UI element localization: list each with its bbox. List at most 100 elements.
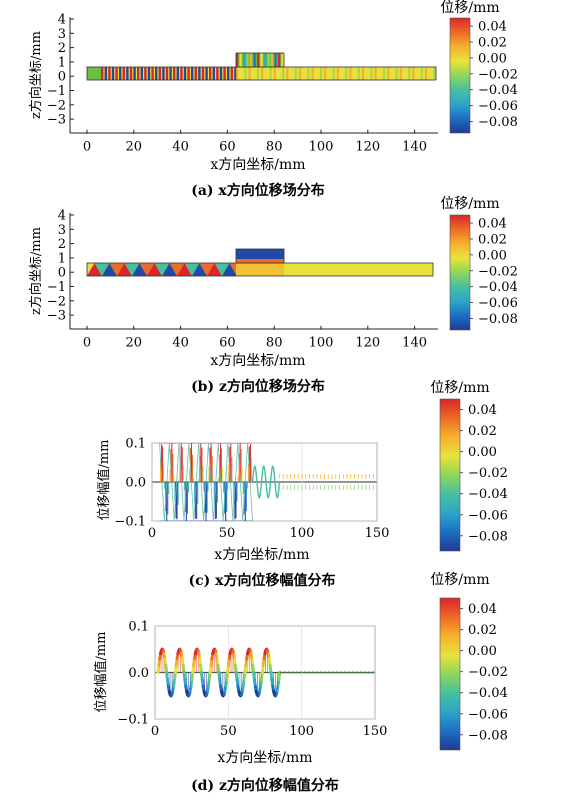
x-tick-label: 100: [290, 526, 315, 541]
y-tick-label: 0.1: [125, 437, 146, 452]
stripe: [294, 67, 297, 80]
stripe: [147, 67, 151, 80]
panel-d-ylabel: 位移幅值/mm: [93, 631, 109, 712]
panel-c: 0.1 0.0 −0.1 0 50 100 150 位移幅值/mm x方向坐标/mm (c…: [96, 437, 389, 590]
stripe: [303, 67, 306, 80]
colorbar-gradient: [439, 597, 461, 751]
colorbar-tick-label: 0.04: [478, 217, 507, 232]
stripe: [212, 67, 215, 80]
x-tick-label: 80: [266, 140, 283, 155]
stripe: [176, 67, 179, 80]
colorbars: 位移/mm0.040.020.00−0.02−0.04−0.06−0.08位移/…: [430, 0, 518, 751]
colorbar: 位移/mm 0.04 0.02 0.00 −0.02 −0.04 −0.06 −0.08: [430, 572, 508, 751]
stripe: [144, 67, 147, 80]
x-tick-label: 120: [355, 140, 380, 155]
stripe: [129, 67, 133, 80]
y-tick-label: −3: [47, 113, 66, 128]
colorbar-tick-label: −0.02: [478, 67, 518, 82]
stripe: [320, 67, 322, 80]
stripe: [236, 67, 238, 80]
colorbar-title: 位移/mm: [430, 572, 489, 588]
y-tick-label: −1: [47, 84, 66, 99]
stripe: [104, 67, 107, 80]
stripe: [250, 53, 253, 67]
wave-triangle: [222, 263, 237, 276]
stripe: [227, 67, 230, 80]
colorbar-tick-label: −0.08: [478, 115, 518, 130]
x-tick-label: 0: [148, 526, 156, 541]
panel-c-ylabel: 位移幅值/mm: [96, 439, 112, 520]
panel-b-field: [86, 248, 434, 277]
colorbar-tick-label: −0.08: [478, 312, 518, 327]
wave-triangle: [169, 263, 185, 276]
wave-triangle: [207, 263, 222, 276]
wave-triangle: [87, 263, 102, 276]
stripe: [234, 67, 237, 80]
x-tick-label: 0: [83, 140, 91, 155]
stripe: [271, 53, 274, 67]
stripe: [122, 67, 125, 80]
panel-b-ylabel: z方向坐标/mm: [28, 227, 44, 315]
wave-triangle: [214, 263, 230, 276]
x-tick-label: 100: [309, 336, 334, 351]
x-tick-label: 140: [402, 336, 427, 351]
oscillation-trace: [159, 443, 253, 521]
wave-triangle: [139, 263, 155, 276]
x-tick-label: 20: [126, 140, 143, 155]
stripe: [240, 67, 243, 80]
y-tick-label: 2: [58, 41, 66, 56]
stripe: [433, 67, 436, 80]
x-tick-label: 100: [289, 724, 314, 739]
panel-c-xlabel: x方向坐标/mm: [214, 547, 309, 563]
stripe: [273, 67, 276, 80]
stripe: [101, 67, 104, 80]
stripe: [267, 53, 270, 67]
y-tick-label: 0: [58, 70, 66, 85]
stripe: [281, 53, 284, 67]
x-tick-label: 0: [83, 336, 91, 351]
stripe: [349, 67, 352, 80]
stripe: [265, 67, 268, 80]
stripe: [169, 67, 172, 80]
colorbar-tick-label: 0.04: [478, 20, 507, 35]
stripe: [315, 67, 318, 80]
stripe: [378, 67, 381, 80]
y-tick-label: 3: [58, 27, 66, 42]
colorbar-tick-label: 0.02: [468, 623, 497, 638]
colorbar-tick-label: 0.02: [478, 35, 507, 50]
panel-a-xlabel: x方向坐标/mm: [210, 157, 305, 173]
stripe: [336, 67, 339, 80]
stripe: [201, 67, 205, 80]
x-tick-label: 20: [126, 336, 143, 351]
stripe: [307, 67, 310, 80]
colorbar-tick-label: 0.00: [468, 445, 497, 460]
stripe: [244, 67, 247, 80]
stripe: [248, 67, 251, 80]
stripe: [366, 67, 369, 80]
y-tick-label: 4: [58, 13, 66, 28]
colorbar-tick-label: −0.04: [478, 280, 518, 295]
colorbar-tick-label: 0.00: [478, 248, 507, 263]
block-bottom-band: [236, 259, 284, 263]
wave-triangle: [192, 263, 207, 276]
colorbar-tick-label: −0.02: [468, 665, 508, 680]
y-tick-label: −0.1: [114, 515, 146, 530]
stripe: [252, 67, 255, 80]
x-tick-label: 0: [151, 724, 159, 739]
colorbar-gradient: [449, 17, 471, 134]
wave-triangle: [199, 263, 215, 276]
colorbar-tick-label: 0.00: [478, 51, 507, 66]
stripe: [383, 67, 385, 80]
wave-triangle: [94, 263, 110, 276]
stripe: [370, 67, 373, 80]
stripe: [162, 67, 165, 80]
y-tick-label: −0.1: [117, 713, 149, 728]
wave-triangle: [117, 263, 132, 276]
colorbar-gradient: [439, 398, 461, 552]
colorbar-title: 位移/mm: [430, 380, 489, 396]
y-tick-label: −1: [47, 280, 66, 295]
colorbar: 位移/mm 0.04 0.02 0.00 −0.02 −0.04 −0.06 −0.08: [430, 380, 508, 552]
stripe: [328, 67, 331, 80]
